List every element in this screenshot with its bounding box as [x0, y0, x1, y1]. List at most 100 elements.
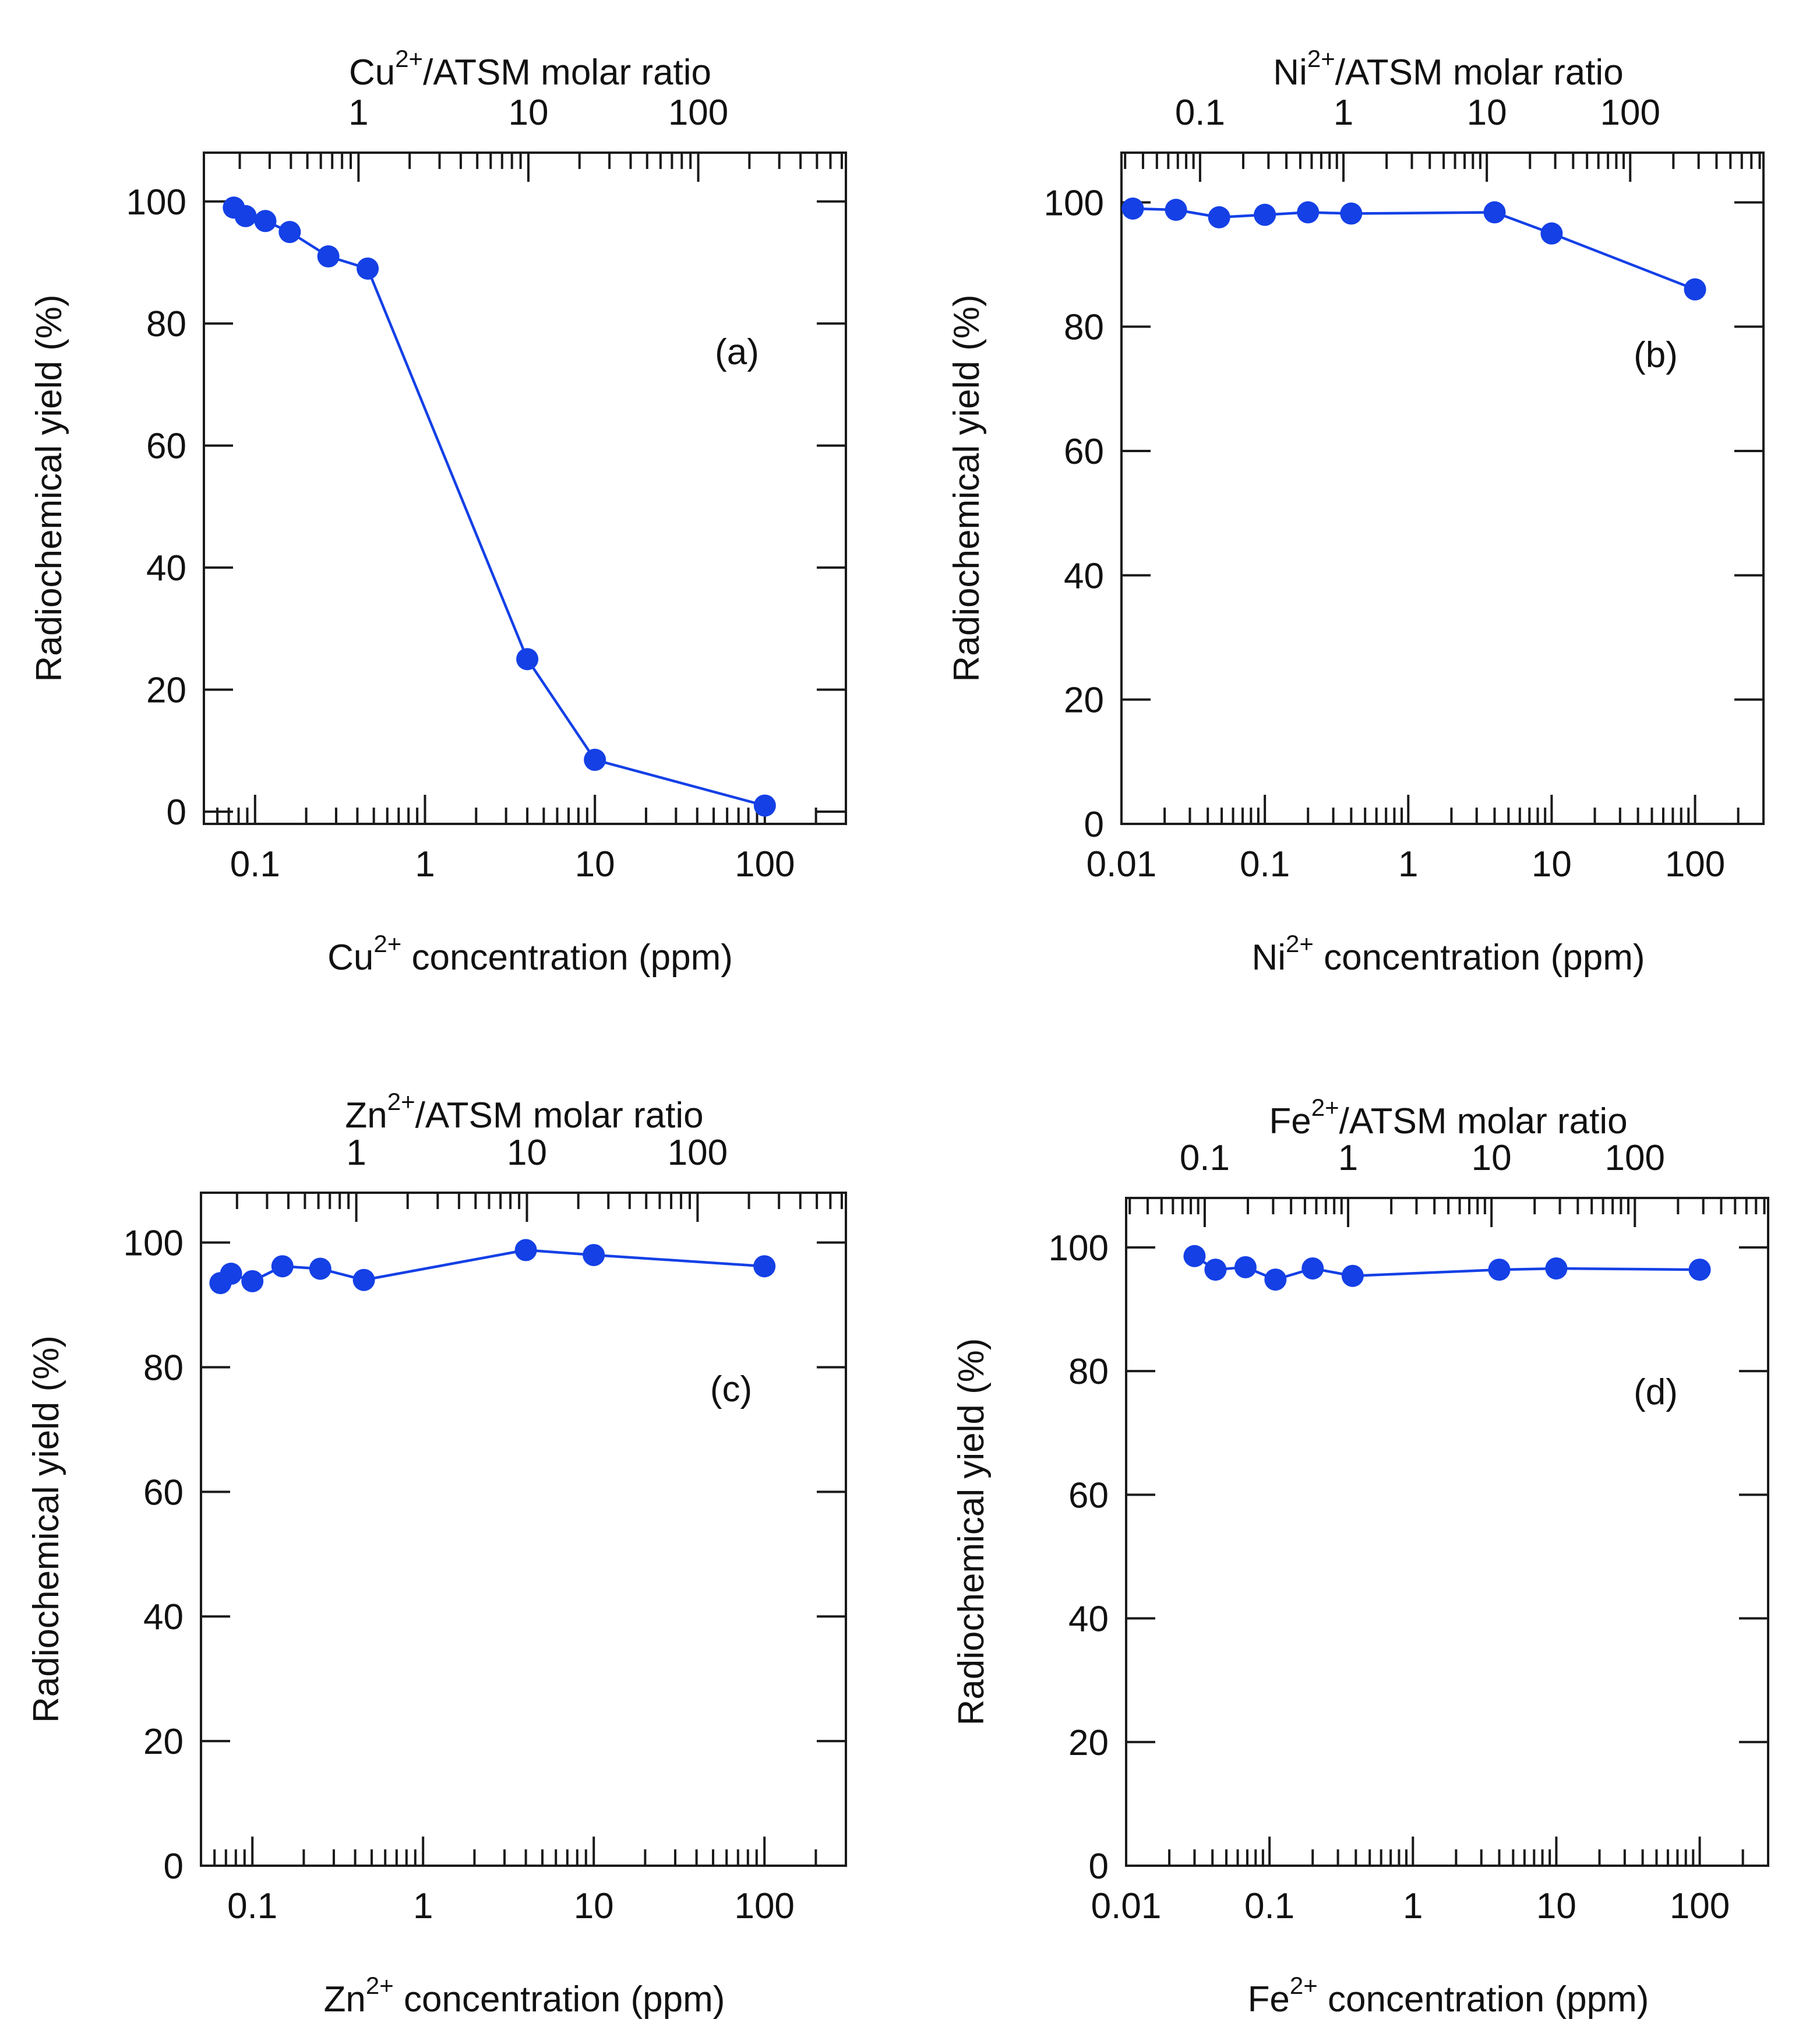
- data-point: [516, 648, 539, 671]
- data-point: [220, 1263, 242, 1285]
- top-axis-charge: 2+: [387, 1088, 415, 1115]
- x-axis-title: Zn2+ concentration (ppm): [324, 1972, 725, 2020]
- data-point: [1297, 201, 1320, 224]
- y-tick-label: 60: [1068, 1475, 1109, 1516]
- y-tick-label: 100: [1044, 183, 1104, 223]
- data-point: [1234, 1256, 1257, 1278]
- top-axis-element: Ni: [1273, 52, 1307, 93]
- data-point: [1340, 202, 1363, 225]
- x-axis-charge: 2+: [366, 1972, 394, 1999]
- y-axis-title: Radiochemical yield (%): [29, 294, 69, 682]
- x-tick-label: 0.01: [1087, 844, 1157, 884]
- y-tick-label: 20: [1064, 681, 1104, 721]
- data-point: [254, 210, 277, 232]
- x-tick-label: 0.1: [227, 1886, 277, 1926]
- x-tick-label: 10: [575, 844, 615, 884]
- y-tick-label: 40: [1064, 556, 1104, 596]
- plot-frame: [203, 151, 847, 825]
- x-tick-label: 1: [1403, 1886, 1423, 1926]
- data-point: [309, 1257, 331, 1280]
- y-axis-title: Radiochemical yield (%): [26, 1335, 66, 1723]
- x-tick-label: 10: [1532, 844, 1572, 884]
- y-tick-label: 100: [124, 1224, 184, 1264]
- y-tick-label: 40: [1068, 1599, 1109, 1640]
- x-tick-label: 100: [1670, 1886, 1730, 1926]
- top-x-tick-label: 100: [668, 93, 728, 133]
- x-tick-label: 100: [735, 844, 795, 884]
- data-point: [753, 794, 776, 817]
- data-point: [1483, 201, 1506, 224]
- top-x-tick-label: 100: [668, 1133, 728, 1173]
- top-x-tick-label: 1: [1334, 93, 1353, 133]
- top-x-tick-label: 10: [1472, 1138, 1512, 1178]
- x-tick-label: 1: [1398, 844, 1418, 884]
- top-x-tick-label: 0.1: [1175, 93, 1225, 133]
- data-point: [271, 1255, 294, 1278]
- panel-label: (c): [710, 1369, 752, 1409]
- y-tick-label: 80: [1064, 308, 1104, 348]
- top-axis-element: Cu: [349, 52, 395, 93]
- top-x-tick-label: 1: [1338, 1138, 1358, 1178]
- x-axis-title: Cu2+ concentration (ppm): [327, 930, 733, 978]
- x-tick-label: 10: [1536, 1886, 1576, 1926]
- x-axis-title: Fe2+ concentration (ppm): [1248, 1972, 1649, 2020]
- x-axis-element: Cu: [327, 938, 373, 978]
- y-tick-label: 20: [1068, 1723, 1109, 1763]
- x-axis-element: Fe: [1248, 1979, 1290, 2020]
- x-axis-element: Zn: [324, 1979, 366, 2020]
- y-tick-label: 80: [143, 1348, 184, 1388]
- x-axis-element: Ni: [1251, 938, 1286, 978]
- data-point: [1545, 1257, 1568, 1280]
- panel-label: (d): [1634, 1372, 1678, 1412]
- x-tick-label: 0.01: [1091, 1886, 1162, 1926]
- data-point: [583, 1243, 605, 1266]
- data-point: [1165, 199, 1187, 221]
- y-tick-label: 100: [1049, 1228, 1109, 1268]
- data-point: [753, 1255, 776, 1278]
- y-tick-label: 20: [143, 1722, 184, 1762]
- top-x-tick-label: 1: [348, 93, 368, 133]
- top-x-tick-label: 10: [507, 1133, 547, 1173]
- top-axis-charge: 2+: [1311, 1094, 1339, 1121]
- data-point: [1183, 1245, 1206, 1267]
- y-tick-label: 0: [167, 792, 186, 833]
- y-tick-label: 0: [164, 1846, 184, 1887]
- y-tick-label: 0: [1084, 805, 1104, 845]
- y-axis-title: Radiochemical yield (%): [951, 1338, 992, 1725]
- y-tick-label: 80: [1068, 1352, 1109, 1392]
- data-point: [278, 221, 301, 244]
- top-axis-title: Fe2+/ATSM molar ratio: [1269, 1094, 1627, 1141]
- data-point: [357, 257, 379, 280]
- top-axis-title: Ni2+/ATSM molar ratio: [1273, 45, 1623, 93]
- top-axis-charge: 2+: [1307, 45, 1335, 72]
- x-tick-label: 100: [1665, 844, 1725, 884]
- x-tick-label: 1: [413, 1886, 433, 1926]
- y-tick-label: 60: [146, 427, 186, 467]
- panel-label: (a): [715, 332, 759, 372]
- x-tick-label: 10: [574, 1886, 614, 1926]
- x-axis-suffix: concentration (ppm): [1318, 1979, 1649, 2020]
- y-axis-title: Radiochemical yield (%): [947, 294, 987, 682]
- top-axis-suffix: /ATSM molar ratio: [423, 52, 711, 93]
- y-tick-label: 100: [126, 182, 186, 223]
- x-tick-label: 0.1: [1240, 844, 1290, 884]
- top-x-tick-label: 0.1: [1180, 1138, 1230, 1178]
- x-tick-label: 1: [415, 844, 435, 884]
- y-tick-label: 20: [146, 671, 186, 711]
- top-x-tick-label: 100: [1605, 1138, 1665, 1178]
- x-tick-label: 100: [734, 1886, 794, 1926]
- data-point: [234, 205, 257, 227]
- top-axis-suffix: /ATSM molar ratio: [415, 1095, 704, 1136]
- data-point: [1688, 1259, 1711, 1281]
- data-point: [584, 749, 606, 771]
- top-x-tick-label: 1: [346, 1133, 366, 1173]
- x-axis-suffix: concentration (ppm): [401, 938, 733, 978]
- data-point: [352, 1268, 375, 1291]
- top-axis-title: Zn2+/ATSM molar ratio: [345, 1088, 703, 1136]
- top-axis-suffix: /ATSM molar ratio: [1339, 1101, 1628, 1141]
- top-axis-element: Zn: [345, 1095, 387, 1136]
- data-point: [1488, 1259, 1511, 1281]
